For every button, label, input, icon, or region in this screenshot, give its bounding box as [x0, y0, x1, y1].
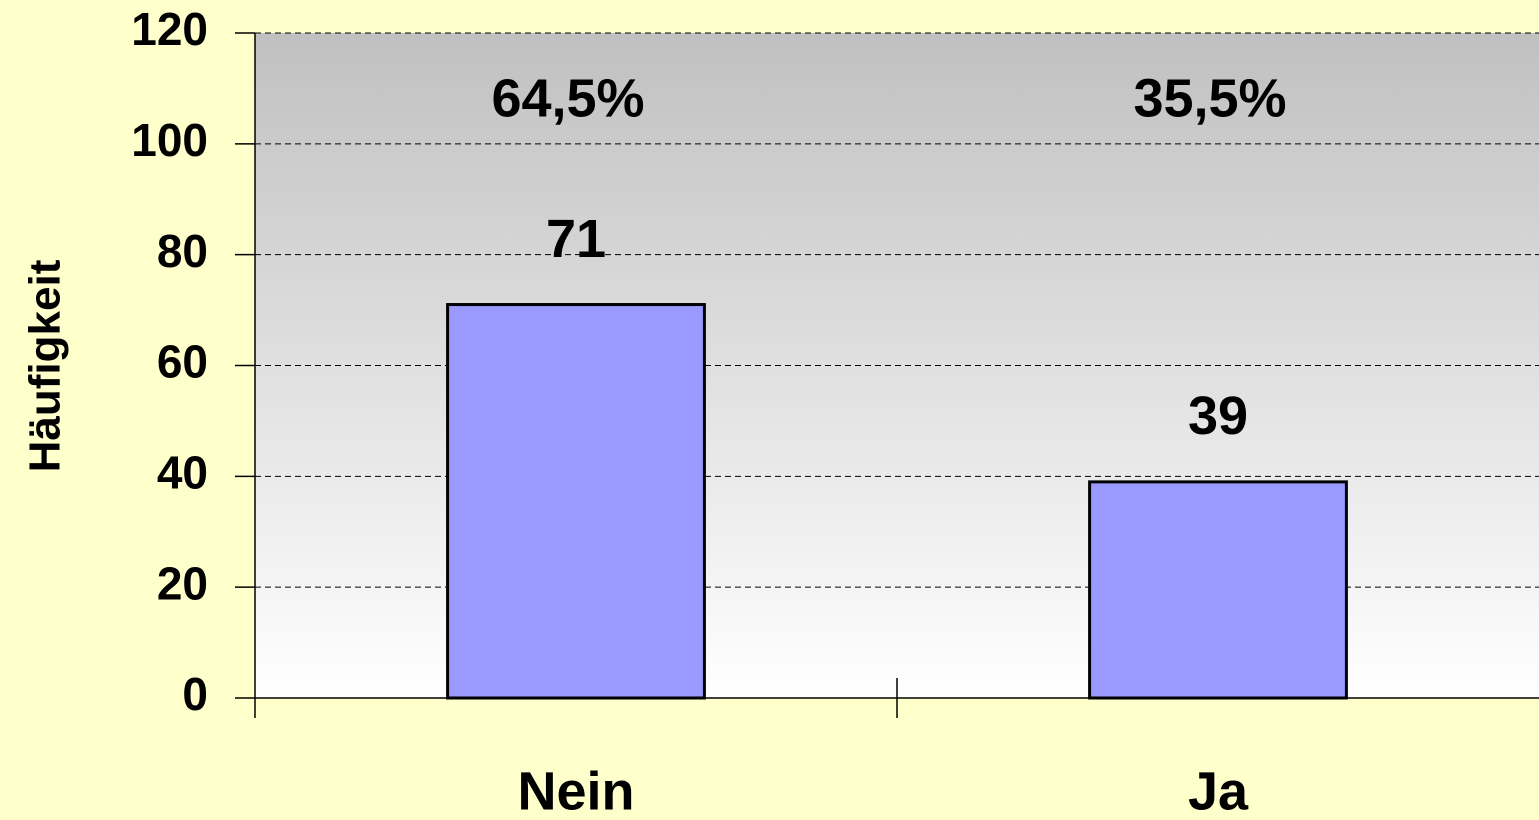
value-label: 39: [1188, 386, 1248, 446]
y-tick-label: 0: [182, 668, 208, 720]
y-tick-label: 20: [157, 557, 208, 609]
y-tick-label: 40: [157, 446, 208, 498]
y-tick-label: 80: [157, 225, 208, 277]
y-tick-label: 100: [131, 114, 208, 166]
value-label: 71: [546, 209, 606, 269]
y-tick-label: 120: [131, 3, 208, 55]
x-tick-label: Nein: [517, 761, 634, 820]
bar: [1088, 480, 1348, 700]
bar: [446, 303, 706, 700]
y-axis-label: Häufigkeit: [21, 259, 70, 472]
y-tick-label: 60: [157, 336, 208, 388]
x-tick-label: Ja: [1188, 761, 1249, 820]
annotation: 64,5%: [491, 68, 644, 128]
annotation: 35,5%: [1133, 68, 1286, 128]
